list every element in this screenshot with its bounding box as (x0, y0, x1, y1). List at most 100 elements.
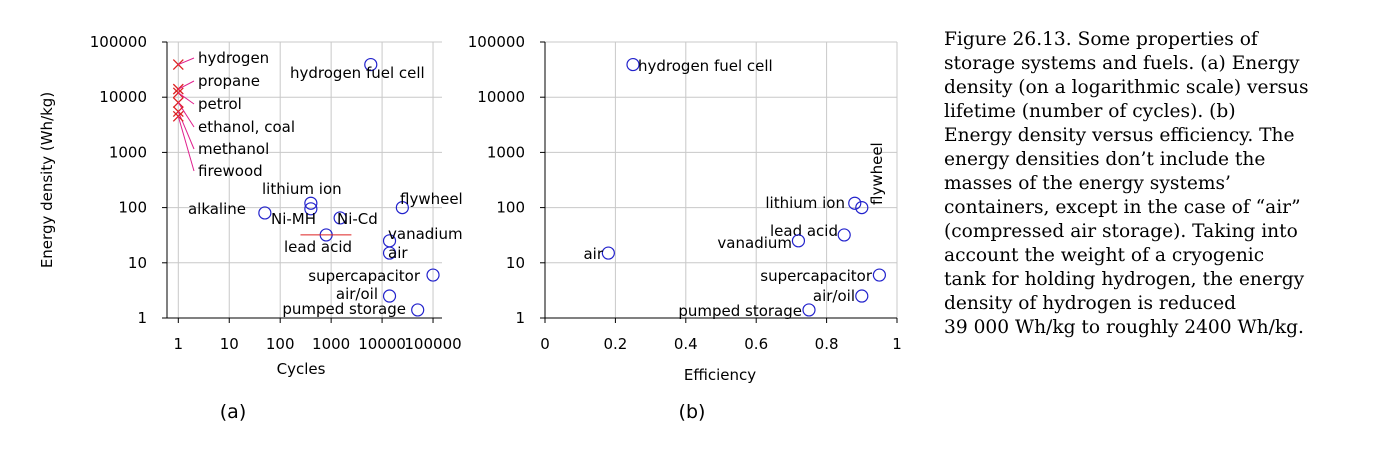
point-air (382, 246, 397, 260)
caption-line: containers, except in the case of “air” (944, 197, 1301, 218)
leader-line-firewood (177, 116, 195, 172)
x-tick-label: 0 (540, 335, 550, 353)
point-label-ni-cd: Ni-Cd (337, 210, 378, 228)
point-label-firewood: firewood (198, 162, 263, 180)
point-label-alkaline: alkaline (188, 200, 246, 218)
point-label-air-oil: air/oil (336, 285, 378, 303)
point-label-vanadium: vanadium (717, 234, 792, 252)
point-lithium-ion (304, 196, 318, 210)
leader-line-hydrogen (178, 57, 195, 66)
y-tick-label: 1 (137, 309, 147, 327)
point-flywheel (395, 201, 409, 215)
x-tick-label: 1 (174, 335, 184, 353)
point-label-hydrogen-fuel-cell: hydrogen fuel cell (290, 64, 425, 82)
point-label-air: air (388, 244, 408, 262)
point-label-lithium-ion: lithium ion (262, 180, 342, 198)
y-tick-label: 1000 (487, 143, 525, 161)
y-tick-label: 100 (118, 199, 147, 217)
point-label-flywheel: flywheel (400, 190, 463, 208)
y-tick-label: 10000 (99, 88, 147, 106)
point-flywheel (855, 201, 869, 215)
caption-line: energy densities don’t include the (944, 149, 1266, 170)
point-label-pumped-storage: pumped storage (282, 300, 406, 318)
subplot-label: (b) (679, 401, 706, 423)
x-tick-label: 10000 (358, 335, 406, 353)
point-ni-mh (304, 202, 318, 216)
point-label-hydrogen-fuel-cell: hydrogen fuel cell (638, 57, 773, 75)
leader-line-propane (178, 80, 195, 90)
point-pumped-storage (411, 303, 425, 317)
y-tick-label: 10 (128, 254, 147, 272)
x-tick-label: 0.2 (603, 335, 627, 353)
point-pumped-storage (802, 303, 816, 317)
y-tick-label: 100000 (90, 33, 147, 51)
point-supercapacitor (426, 268, 440, 282)
point-air (601, 246, 615, 260)
point-lead-acid (837, 228, 851, 242)
point-ethanol-coal (172, 97, 184, 109)
point-hydrogen-fuel-cell (364, 57, 378, 72)
point-supercapacitor (872, 268, 887, 282)
x-tick-label: 100 (266, 335, 295, 353)
x-tick-label: 100000 (404, 335, 461, 353)
point-label-vanadium: vanadium (388, 225, 463, 243)
y-axis-title: Energy density (Wh/kg) (38, 92, 56, 268)
caption-line: density (on a logarithmic scale) versus (944, 77, 1309, 98)
point-label-propane: propane (198, 72, 260, 90)
point-label-ethanol-coal: ethanol, coal (198, 118, 295, 136)
caption-line: masses of the energy systems’ (944, 173, 1231, 194)
point-label-supercapacitor: supercapacitor (760, 267, 873, 285)
point-label-methanol: methanol (198, 140, 269, 158)
y-tick-label: 100000 (468, 33, 525, 51)
point-label-lead-acid: lead acid (770, 222, 838, 240)
y-tick-label: 10 (506, 254, 525, 272)
caption-line: tank for holding hydrogen, the energy (944, 269, 1305, 290)
point-label-supercapacitor: supercapacitor (308, 267, 421, 285)
y-tick-label: 10000 (477, 88, 525, 106)
leader-line-petrol (178, 92, 195, 105)
caption-line: 39 000 Wh/kg to roughly 2400 Wh/kg. (944, 317, 1304, 338)
y-tick-label: 100 (496, 199, 525, 217)
point-propane (172, 83, 184, 95)
point-label-air-oil: air/oil (813, 287, 855, 305)
point-petrol (172, 87, 184, 99)
point-methanol (172, 106, 184, 117)
caption-line: Figure 26.13. Some properties of (944, 29, 1258, 50)
point-label-ni-mh: Ni-MH (271, 210, 316, 228)
x-axis-title: Efficiency (684, 366, 756, 384)
subplot-label: (a) (220, 401, 246, 423)
caption-line: density of hydrogen is reduced (944, 293, 1236, 314)
point-hydrogen-fuel-cell (626, 57, 640, 72)
x-tick-label: 1000 (312, 335, 350, 353)
point-label-flywheel: flywheel (868, 142, 886, 205)
point-alkaline (258, 206, 272, 220)
caption-line: Energy density versus efficiency. The (944, 125, 1295, 146)
x-axis-title: Cycles (277, 360, 326, 378)
point-lithium-ion (848, 196, 862, 210)
point-air-oil (855, 289, 869, 303)
point-label-pumped-storage: pumped storage (678, 302, 802, 320)
leader-line-ethanol-coal (177, 102, 195, 128)
point-label-air: air (583, 245, 603, 263)
y-tick-label: 1 (515, 309, 525, 327)
figure-caption: Figure 26.13. Some properties of storage … (944, 28, 1394, 340)
caption-line: account the weight of a cryogenic (944, 245, 1265, 266)
point-label-petrol: petrol (198, 95, 242, 113)
leader-line-methanol (177, 111, 195, 150)
x-tick-label: 0.4 (674, 335, 698, 353)
chart-panel-b: 1 10 100 1000 10000 100000 0 0.2 0.4 0.6 0.8 1 Effic… (468, 33, 902, 423)
point-label-hydrogen: hydrogen (198, 49, 269, 67)
caption-line: storage systems and fuels. (a) Energy (944, 53, 1300, 74)
point-hydrogen (172, 59, 184, 71)
x-tick-label: 0.8 (815, 335, 839, 353)
point-label-lead-acid: lead acid (284, 238, 352, 256)
x-tick-label: 10 (220, 335, 239, 353)
point-vanadium (791, 234, 806, 248)
caption-line: (compressed air storage). Taking into (944, 221, 1298, 242)
point-air-oil (382, 289, 397, 303)
y-tick-label: 1000 (109, 143, 147, 161)
x-tick-label: 0.6 (744, 335, 768, 353)
x-tick-label: 1 (892, 335, 902, 353)
